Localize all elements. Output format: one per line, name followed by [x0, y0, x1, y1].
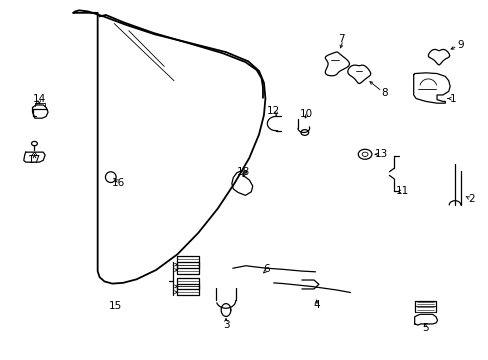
Text: 14: 14	[33, 94, 46, 104]
Text: 9: 9	[457, 40, 463, 50]
Text: 11: 11	[395, 186, 408, 197]
Text: 18: 18	[236, 167, 250, 177]
Text: 10: 10	[300, 109, 313, 119]
Text: 15: 15	[109, 301, 122, 311]
Text: 7: 7	[338, 33, 345, 44]
Text: 5: 5	[421, 323, 428, 333]
Text: 4: 4	[312, 300, 319, 310]
Text: 2: 2	[467, 194, 473, 203]
Text: 6: 6	[263, 264, 269, 274]
Text: 8: 8	[381, 88, 387, 98]
Text: 12: 12	[266, 107, 280, 116]
Text: 1: 1	[449, 94, 456, 104]
Text: 3: 3	[222, 320, 229, 330]
Text: 13: 13	[374, 149, 387, 159]
Text: 16: 16	[111, 178, 124, 188]
Text: 17: 17	[28, 156, 41, 165]
